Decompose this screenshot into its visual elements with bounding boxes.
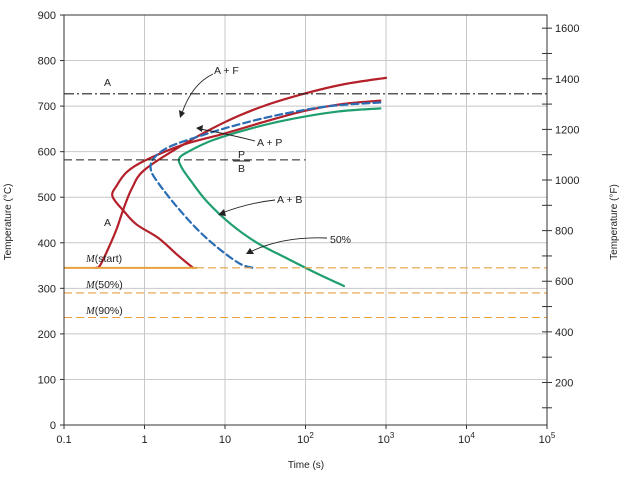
label-m-90-symbol: M: [85, 306, 96, 317]
arrow-a-plus-b: [221, 199, 276, 214]
y2-tick-label: 400: [555, 327, 573, 339]
label-m-90: M(90%): [85, 305, 123, 317]
y-axis-label: Temperature (°C): [3, 184, 14, 261]
y-tick-label: 0: [50, 420, 56, 432]
y2-tick-label: 1600: [555, 23, 579, 35]
label-m-start-text: (start): [95, 253, 122, 265]
arrowhead-a-plus-b: [218, 209, 226, 216]
x-tick-labels: 0.1 1 10 102 103 104 105: [56, 431, 556, 446]
x-axis-label: Time (s): [288, 460, 324, 471]
x-tick-exponent: 4: [470, 431, 475, 440]
y-tick-label: 300: [38, 283, 56, 295]
label-m-50-symbol: M: [85, 280, 96, 291]
x-tick-label: 10: [219, 434, 231, 446]
x-tick-label: 103: [378, 431, 395, 446]
label-a-plus-b: A + B: [277, 194, 302, 206]
arrow-fifty-percent: [249, 237, 328, 253]
arrowhead-a-plus-p: [196, 125, 203, 132]
y-tick-labels: 0 100 200 300 400 500 600 700 800 900: [38, 10, 56, 432]
x-tick-label: 105: [539, 431, 556, 446]
label-austenite-top: A: [104, 77, 111, 89]
y2-tick-label: 1400: [555, 74, 579, 86]
label-m-90-text: (90%): [95, 305, 123, 317]
label-a-plus-f: A + F: [214, 65, 239, 77]
curves: [94, 76, 388, 288]
label-bainite: B: [238, 163, 245, 175]
label-fifty-percent: 50%: [330, 234, 351, 246]
curve-ap_end: [149, 101, 382, 269]
label-m-start: M(start): [85, 253, 122, 265]
x-tick-exponent: 3: [390, 431, 395, 440]
y2-tick-labels: 200 400 600 800 1000 1200 1400 1600: [555, 23, 579, 389]
reference-lines: [64, 93, 547, 319]
curve-fifty: [177, 107, 382, 288]
x-tick-exponent: 2: [309, 431, 314, 440]
x-tick-label: 1: [141, 434, 147, 446]
y-tick-label: 400: [38, 238, 56, 250]
arrow-a-plus-f: [181, 73, 214, 114]
y2-tick-label: 1200: [555, 124, 579, 136]
label-austenite-low: A: [104, 217, 111, 229]
arrowhead-fifty-percent: [246, 248, 254, 254]
y2-axis-label: Temperature (°F): [609, 184, 620, 260]
grid: [64, 15, 547, 425]
label-m-50-text: (50%): [95, 279, 123, 291]
y-tick-label: 600: [38, 147, 56, 159]
y-tick-label: 100: [38, 374, 56, 386]
label-m-50: M(50%): [85, 279, 123, 291]
y2-tick-label: 1000: [555, 175, 579, 187]
arrow-a-plus-p: [199, 128, 256, 142]
y2-tick-label: 800: [555, 226, 573, 238]
curve-ab_start: [111, 99, 382, 269]
y-tick-label: 700: [38, 101, 56, 113]
x-tick-label: 104: [458, 431, 475, 446]
x-tick-exponent: 5: [551, 431, 556, 440]
arrowhead-a-plus-f: [179, 110, 185, 118]
y-tick-label: 500: [38, 192, 56, 204]
label-m-start-symbol: M: [85, 254, 96, 265]
y-tick-label: 800: [38, 56, 56, 68]
label-a-plus-p: A + P: [257, 137, 282, 149]
x-tick-label: 0.1: [56, 434, 71, 446]
y-tick-label: 900: [38, 10, 56, 22]
arrow-heads: [179, 110, 254, 254]
x-tick-label: 102: [297, 431, 314, 446]
y-tick-label: 200: [38, 329, 56, 341]
y2-tick-label: 600: [555, 276, 573, 288]
plot-frame: [60, 14, 552, 429]
annotation-arrows: [181, 73, 328, 253]
label-pearlite: P: [238, 149, 245, 161]
y2-tick-label: 200: [555, 377, 573, 389]
